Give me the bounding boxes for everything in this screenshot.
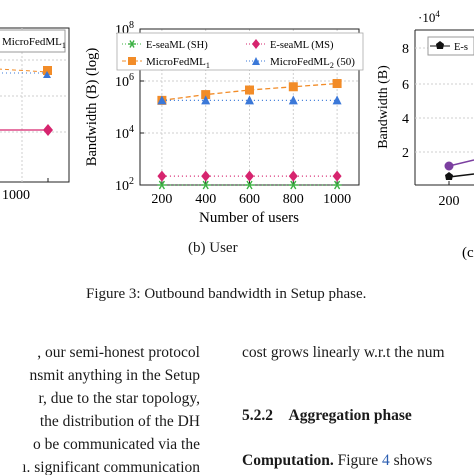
left-panel: MicroFedML1 1000 bbox=[0, 0, 80, 205]
right-text-column: cost grows linearly w.r.t the num 5.2.2 … bbox=[242, 345, 474, 475]
data-point-diamond bbox=[288, 170, 298, 182]
data-point-diamond bbox=[245, 170, 254, 182]
data-point-square bbox=[332, 79, 342, 89]
y-tick-label: 106 bbox=[115, 72, 134, 90]
text-line: , our semi-honest protocol bbox=[37, 345, 200, 361]
legend-item-micro2: MicroFedML2 (50) bbox=[246, 56, 355, 70]
right-panel-y-tick: 8 bbox=[402, 42, 409, 57]
legend-item-micro1: MicroFedML1 bbox=[122, 56, 210, 70]
legend-label-micro2: MicroFedML2 (50) bbox=[270, 56, 355, 70]
text-line: the distribution of the DH bbox=[39, 413, 200, 430]
data-point-star bbox=[332, 180, 342, 190]
star-stroke bbox=[246, 180, 253, 190]
section-title: Aggregation phase bbox=[288, 407, 412, 424]
section-number: 5.2.2 bbox=[242, 407, 273, 424]
legend-label-sh-text: E-seaML (SH) bbox=[146, 40, 208, 51]
right-panel-pentagon-marker bbox=[436, 41, 444, 49]
data-point-triangle bbox=[288, 95, 298, 105]
legend-triangle-marker bbox=[252, 57, 260, 65]
left-panel-square-marker bbox=[43, 66, 52, 75]
legend-square-marker bbox=[128, 57, 136, 65]
left-panel-x-tick: 1000 bbox=[2, 188, 30, 203]
text-line: cost grows linearly w.r.t the num bbox=[242, 345, 445, 361]
star-stroke bbox=[158, 180, 165, 190]
data-point-diamond bbox=[157, 170, 167, 182]
data-point-triangle bbox=[201, 95, 211, 105]
star-stroke bbox=[334, 180, 341, 190]
right-panel-y-tick: 6 bbox=[402, 78, 409, 93]
legend-label-ms: E-seaML (MS) bbox=[270, 40, 334, 51]
legend-label-sh: E-seaML (SH) bbox=[146, 40, 208, 51]
left-panel-legend bbox=[0, 29, 66, 53]
data-point-triangle bbox=[332, 95, 342, 105]
data-point-square bbox=[245, 85, 254, 95]
data-point-star bbox=[288, 180, 298, 190]
series bbox=[157, 79, 342, 190]
data-point-square bbox=[288, 82, 298, 92]
right-panel-exponent: ·104 bbox=[418, 9, 440, 25]
left-panel-series-line bbox=[0, 68, 49, 73]
right-panel-x-tick: 200 bbox=[439, 194, 460, 209]
data-point-star bbox=[245, 180, 254, 190]
x-tick-label: 1000 bbox=[323, 192, 351, 207]
right-panel: ·104 Bandwidth (B) 8 6 4 2 E-s 200 (c bbox=[376, 0, 474, 265]
left-panel-chart: MicroFedML1 1000 bbox=[0, 27, 70, 203]
paragraph-start: Computation. Figure 4 shows bbox=[242, 453, 432, 469]
legend-item-ms: E-seaML (MS) bbox=[246, 39, 334, 51]
data-point-triangle bbox=[157, 95, 167, 105]
right-panel-legend-label: E-s bbox=[454, 42, 468, 53]
chart-legend: E-seaML (SH) E-seaML (MS) MicroFedML1 Mi… bbox=[116, 32, 364, 71]
section-heading: 5.2.2 Aggregation phase bbox=[242, 407, 412, 425]
data-point-diamond bbox=[332, 170, 342, 182]
right-panel-chart: ·104 Bandwidth (B) 8 6 4 2 E-s 200 (c bbox=[376, 9, 474, 261]
legend-star-marker bbox=[128, 40, 136, 48]
data-point-star bbox=[157, 180, 167, 190]
subcaption-user: (b) User bbox=[188, 240, 238, 256]
right-panel-subcaption: (c bbox=[462, 245, 474, 261]
right-panel-y-tick: 4 bbox=[402, 112, 409, 127]
legend-label-micro1: MicroFedML1 bbox=[146, 56, 210, 70]
y-axis-label: Bandwidth (B) (log) bbox=[84, 48, 100, 167]
left-panel-triangle-marker bbox=[43, 71, 51, 78]
paragraph-text: shows bbox=[389, 452, 433, 469]
left-text-column: , our semi-honest protocol nsmit anythin… bbox=[0, 345, 214, 475]
text-line: nsmit anything in the Setup bbox=[29, 367, 201, 384]
text-line: o be communicated via the bbox=[33, 436, 200, 453]
x-tick-label: 600 bbox=[239, 192, 260, 207]
x-axis-label: Number of users bbox=[199, 210, 299, 226]
x-tick-label: 800 bbox=[283, 192, 304, 207]
data-point-triangle bbox=[245, 95, 254, 105]
legend-item-sh: E-seaML (SH) bbox=[122, 40, 208, 51]
right-panel-series-line bbox=[448, 173, 474, 178]
paragraph-text: Figure bbox=[333, 452, 382, 469]
right-panel-pentagon-marker bbox=[445, 172, 453, 180]
x-tick-label: 400 bbox=[195, 192, 216, 207]
x-tick-label: 200 bbox=[151, 192, 172, 207]
center-panel: 200 400 600 800 1000 102 104 106 108 E-seaML (SH… bbox=[80, 0, 380, 265]
data-point-star bbox=[201, 180, 211, 190]
left-panel-diamond-marker bbox=[43, 124, 53, 136]
right-panel-y-label: Bandwidth (B) bbox=[378, 65, 391, 149]
figure-reference-link[interactable]: 4 bbox=[381, 452, 390, 469]
star-stroke bbox=[290, 180, 297, 190]
text-line: ı. significant communication bbox=[22, 459, 200, 475]
legend-box bbox=[116, 32, 364, 71]
y-tick-label: 102 bbox=[115, 176, 134, 194]
legend-diamond-marker bbox=[252, 39, 260, 49]
data-point-diamond bbox=[201, 170, 211, 182]
paragraph-bold-label: Computation. bbox=[242, 452, 334, 469]
figure-caption: Figure 3: Outbound bandwidth in Setup ph… bbox=[86, 286, 367, 302]
text-line: r, due to the star topology, bbox=[38, 390, 200, 407]
data-point-square bbox=[201, 90, 211, 100]
right-panel-circle-marker bbox=[444, 161, 454, 171]
left-panel-frame bbox=[0, 27, 70, 183]
star-stroke bbox=[202, 180, 209, 190]
y-tick-label: 104 bbox=[115, 124, 134, 142]
left-panel-legend-label: MicroFedML1 bbox=[2, 36, 66, 50]
right-panel-y-tick: 2 bbox=[402, 146, 409, 161]
